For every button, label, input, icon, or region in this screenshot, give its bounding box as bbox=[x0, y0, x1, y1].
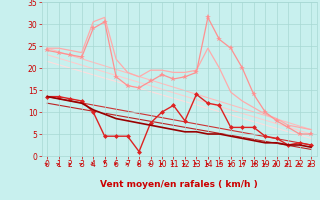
X-axis label: Vent moyen/en rafales ( km/h ): Vent moyen/en rafales ( km/h ) bbox=[100, 180, 258, 189]
